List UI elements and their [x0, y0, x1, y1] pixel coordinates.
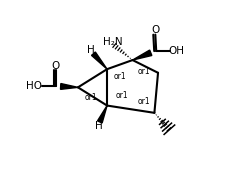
Text: HO: HO [26, 81, 42, 91]
Text: OH: OH [169, 46, 185, 56]
Text: O: O [51, 61, 60, 70]
Text: or1: or1 [115, 91, 128, 100]
Text: H₂N: H₂N [103, 37, 122, 47]
Polygon shape [97, 106, 107, 123]
Text: H: H [87, 45, 95, 55]
Text: or1: or1 [137, 97, 150, 106]
Text: O: O [151, 25, 160, 35]
Polygon shape [92, 52, 107, 69]
Text: or1: or1 [113, 72, 126, 81]
Polygon shape [60, 84, 78, 89]
Text: H: H [95, 121, 103, 131]
Text: or1: or1 [137, 67, 150, 76]
Polygon shape [133, 50, 152, 60]
Text: or1: or1 [84, 93, 97, 102]
